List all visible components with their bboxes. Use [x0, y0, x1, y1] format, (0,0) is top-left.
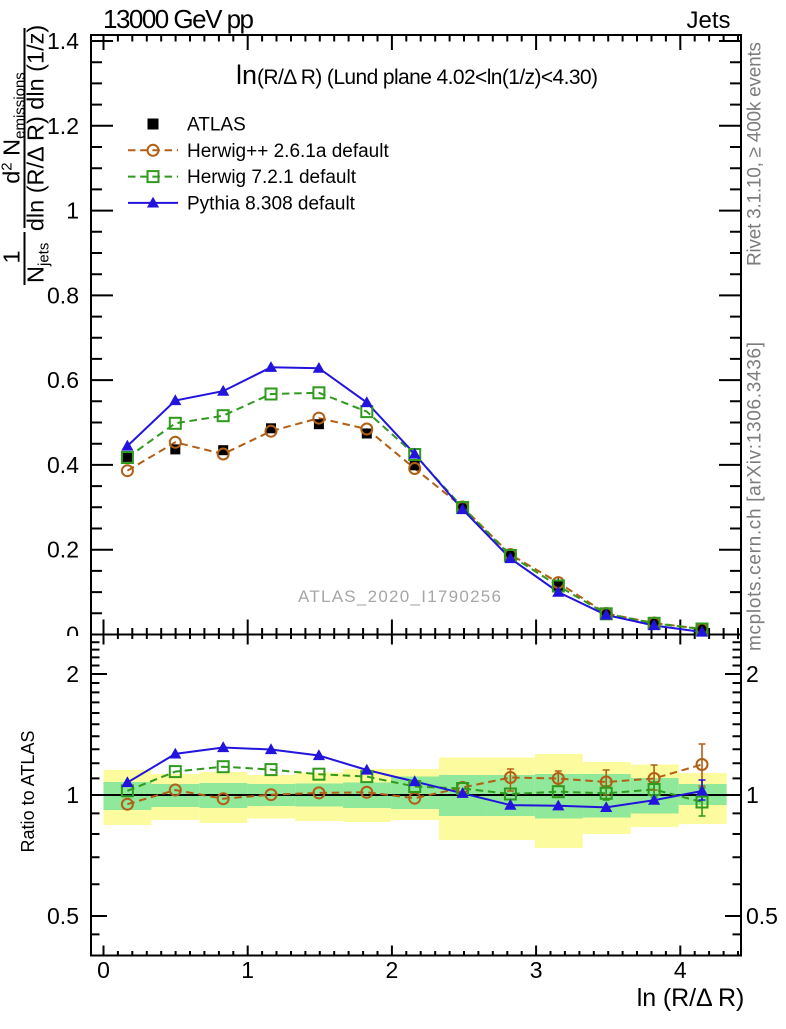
svg-text:Ratio to ATLAS: Ratio to ATLAS — [18, 731, 38, 853]
svg-text:Rivet 3.1.10, ≥ 400k events: Rivet 3.1.10, ≥ 400k events — [745, 42, 766, 266]
svg-text:ATLAS_2020_I1790256: ATLAS_2020_I1790256 — [298, 587, 501, 606]
svg-text:dln (R/Δ R) dln (1/z): dln (R/Δ R) dln (1/z) — [23, 25, 49, 231]
svg-text:Pythia 8.308 default: Pythia 8.308 default — [187, 193, 356, 214]
svg-text:1.4: 1.4 — [47, 28, 79, 54]
svg-text:2: 2 — [66, 661, 79, 687]
svg-text:1: 1 — [241, 957, 254, 983]
svg-text:ln (R/Δ R): ln (R/Δ R) — [637, 984, 745, 1012]
svg-text:0.2: 0.2 — [47, 537, 79, 563]
svg-text:0.4: 0.4 — [47, 452, 79, 478]
svg-text:3: 3 — [530, 957, 543, 983]
svg-text:Herwig++ 2.6.1a default: Herwig++ 2.6.1a default — [187, 141, 389, 162]
svg-text:Herwig 7.2.1 default: Herwig 7.2.1 default — [187, 167, 357, 188]
svg-text:2: 2 — [386, 957, 399, 983]
svg-text:1: 1 — [746, 782, 759, 808]
svg-text:0.5: 0.5 — [746, 903, 778, 929]
svg-text:1: 1 — [0, 250, 25, 263]
svg-text:1: 1 — [66, 198, 79, 224]
svg-text:0.5: 0.5 — [47, 903, 79, 929]
svg-text:4: 4 — [674, 957, 687, 983]
svg-text:0.8: 0.8 — [47, 282, 79, 308]
svg-text:Jets: Jets — [687, 7, 731, 34]
svg-text:mcplots.cern.ch [arXiv:1306.34: mcplots.cern.ch [arXiv:1306.3436] — [745, 342, 766, 651]
svg-text:ATLAS: ATLAS — [187, 115, 246, 136]
svg-text:1.2: 1.2 — [47, 113, 79, 139]
svg-text:0.6: 0.6 — [47, 367, 79, 393]
svg-text:13000 GeV pp: 13000 GeV pp — [103, 4, 254, 34]
svg-text:1: 1 — [66, 782, 79, 808]
svg-text:0: 0 — [97, 957, 110, 983]
svg-text:2: 2 — [746, 661, 759, 687]
